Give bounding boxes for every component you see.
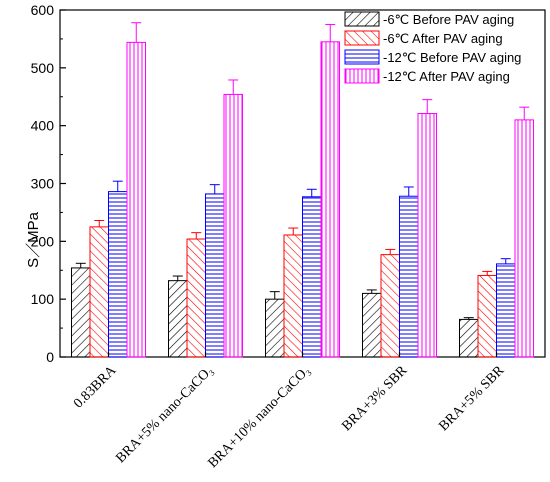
x-tick-label: BRA+3% SBR [339,363,410,434]
bar [283,234,303,358]
x-tick-label: BRA+5% nano-CaCO₃ [113,363,216,466]
legend-swatch [344,68,380,84]
bar [223,93,243,358]
bar [126,41,146,358]
x-tick-label: 0.83BRA [71,363,120,412]
bar [380,254,400,358]
y-tick-label: 200 [31,233,55,249]
bar [108,191,128,358]
legend-label: -6℃ Before PAV aging [383,12,514,27]
y-tick-label: 600 [31,2,55,18]
bar [302,196,322,358]
legend-label: -12℃ Before PAV aging [383,50,521,65]
legend: -6℃ Before PAV aging -6℃ After PAV aging -… [344,11,521,84]
bars [71,22,534,358]
bar [320,41,340,358]
legend-swatch [344,11,380,27]
bar [459,318,479,358]
y-tick-label: 100 [31,291,55,307]
bar [477,274,497,358]
bar [362,292,382,358]
y-tick-label: 300 [31,176,55,192]
bar [205,193,225,358]
y-tick-label: 400 [31,118,55,134]
legend-swatch [344,30,380,46]
bar [89,226,109,358]
legend-label: -12℃ After PAV aging [383,69,510,84]
legend-swatch [344,49,380,65]
bar [168,280,188,358]
bar [186,238,206,358]
x-tick-label: BRA+10% nano-CaCO₃ [205,363,313,471]
bar [417,113,437,358]
bar [514,119,534,358]
bar [496,263,516,358]
bar [71,267,91,358]
y-axis-title: S／MPa [25,211,42,268]
y-tick-label: 500 [31,60,55,76]
x-tick-label: BRA+5% SBR [436,363,507,434]
bar [399,195,419,358]
bar [265,298,285,358]
y-axis: 0 100 200 300 400 500 600 [31,2,66,365]
legend-label: -6℃ After PAV aging [383,31,503,46]
y-tick-label: 0 [46,349,54,365]
